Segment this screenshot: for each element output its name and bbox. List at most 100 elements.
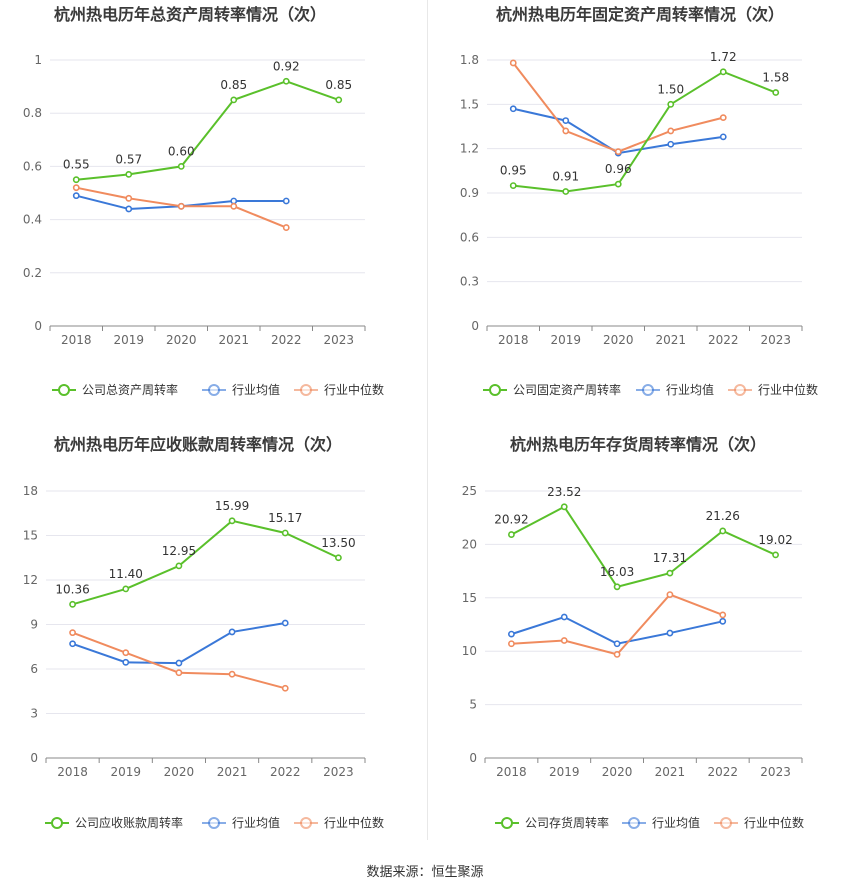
legend-marker bbox=[734, 384, 746, 396]
data-point bbox=[228, 517, 236, 525]
data-label: 0.85 bbox=[325, 78, 352, 92]
legend-item: 行业中位数 bbox=[294, 815, 384, 830]
data-label: 0.96 bbox=[605, 162, 632, 176]
data-point bbox=[667, 100, 675, 108]
data-point bbox=[719, 133, 727, 141]
legend-item: 行业均值 bbox=[202, 382, 280, 397]
legend-marker bbox=[720, 817, 732, 829]
y-tick-label: 12 bbox=[23, 573, 38, 587]
data-point bbox=[667, 140, 675, 148]
y-tick-label: 0 bbox=[469, 751, 477, 765]
legend-label: 行业中位数 bbox=[758, 382, 818, 397]
legend-label: 公司存货周转率 bbox=[525, 815, 609, 830]
y-tick-label: 18 bbox=[23, 484, 38, 498]
data-point bbox=[719, 527, 727, 535]
data-point bbox=[281, 619, 289, 627]
data-label: 11.40 bbox=[109, 567, 143, 581]
chart-receivables-turnover: 杭州热电历年应收账款周转率情况（次） 0 3 6 9 12 15 18 2018 2019 2020… bbox=[0, 430, 425, 860]
data-point bbox=[335, 554, 342, 562]
legend-label: 行业均值 bbox=[232, 815, 280, 830]
legend-marker bbox=[628, 817, 640, 829]
data-point bbox=[177, 162, 185, 170]
data-label: 21.26 bbox=[706, 509, 740, 523]
data-point bbox=[509, 182, 517, 190]
chart-svg: 杭州热电历年应收账款周转率情况（次） 0 3 6 9 12 15 18 2018 2019 2020… bbox=[23, 435, 384, 830]
legend-item: 行业均值 bbox=[622, 815, 700, 830]
data-point bbox=[719, 68, 727, 76]
data-point bbox=[125, 205, 133, 213]
data-point bbox=[125, 194, 133, 202]
source-label: 数据来源： bbox=[366, 865, 432, 880]
y-tick-label: 25 bbox=[462, 484, 477, 498]
panel-divider bbox=[427, 0, 428, 840]
series-line bbox=[510, 505, 776, 588]
data-point bbox=[282, 197, 290, 205]
y-tick-label: 1.8 bbox=[460, 53, 479, 67]
data-label: 1.58 bbox=[762, 71, 789, 85]
legend-item: 公司应收账款周转率 bbox=[45, 815, 183, 830]
x-tick-label: 2018 bbox=[498, 333, 529, 347]
legend-marker bbox=[300, 384, 312, 396]
legend-marker bbox=[300, 817, 312, 829]
data-point bbox=[122, 585, 130, 593]
y-tick-label: 0.9 bbox=[460, 186, 479, 200]
chart-title: 杭州热电历年总资产周转率情况（次） bbox=[54, 5, 326, 24]
y-tick-label: 1.2 bbox=[460, 142, 479, 156]
data-point bbox=[666, 591, 674, 598]
data-label: 0.57 bbox=[115, 152, 142, 166]
x-tick-label: 2022 bbox=[708, 333, 739, 347]
series-line bbox=[72, 622, 286, 665]
data-point bbox=[230, 202, 238, 210]
y-tick-label: 0.6 bbox=[460, 230, 479, 244]
data-point bbox=[230, 96, 238, 104]
data-point bbox=[614, 148, 622, 156]
data-point bbox=[69, 629, 76, 637]
legend-label: 公司应收账款周转率 bbox=[75, 815, 183, 830]
y-tick-label: 0.6 bbox=[23, 159, 42, 173]
legend-label: 行业均值 bbox=[666, 382, 714, 397]
data-point bbox=[175, 562, 183, 570]
data-point bbox=[613, 583, 621, 591]
data-point bbox=[335, 96, 343, 104]
data-point bbox=[772, 551, 779, 559]
x-tick-label: 2020 bbox=[602, 765, 633, 779]
data-point bbox=[72, 176, 80, 184]
data-point bbox=[613, 640, 621, 648]
legend-marker bbox=[58, 384, 70, 396]
data-point bbox=[228, 670, 236, 678]
data-point bbox=[72, 184, 80, 192]
data-point bbox=[177, 202, 185, 210]
series-line bbox=[512, 62, 724, 153]
data-label: 0.95 bbox=[500, 164, 527, 178]
chart-title: 杭州热电历年存货周转率情况（次） bbox=[510, 435, 766, 454]
legend-label: 行业中位数 bbox=[324, 815, 384, 830]
series-line bbox=[76, 80, 340, 181]
data-point bbox=[667, 127, 675, 135]
data-label: 1.72 bbox=[710, 50, 737, 64]
data-point bbox=[228, 628, 236, 636]
legend-label: 公司固定资产周转率 bbox=[513, 382, 621, 397]
data-point bbox=[508, 640, 515, 648]
legend-item: 公司固定资产周转率 bbox=[483, 382, 621, 397]
data-point bbox=[281, 684, 289, 692]
x-tick-label: 2023 bbox=[760, 333, 791, 347]
data-point bbox=[562, 127, 570, 135]
data-point bbox=[509, 59, 517, 67]
chart-svg: 杭州热电历年总资产周转率情况（次） 0 0.2 0.4 0.6 0.8 1 2018 2019 2… bbox=[23, 5, 384, 397]
data-label: 23.52 bbox=[547, 485, 581, 499]
y-tick-label: 0 bbox=[30, 751, 38, 765]
data-label: 10.36 bbox=[55, 582, 89, 596]
y-tick-label: 3 bbox=[30, 707, 38, 721]
chart-title: 杭州热电历年固定资产周转率情况（次） bbox=[496, 5, 784, 24]
x-tick-label: 2023 bbox=[323, 333, 354, 347]
data-point bbox=[509, 105, 517, 113]
data-point bbox=[560, 613, 568, 621]
data-point bbox=[282, 224, 290, 231]
legend-item: 公司存货周转率 bbox=[495, 815, 609, 830]
x-tick-label: 2019 bbox=[113, 333, 144, 347]
data-label: 1.50 bbox=[657, 82, 684, 96]
data-label: 0.60 bbox=[168, 144, 195, 158]
legend-label: 公司总资产周转率 bbox=[82, 382, 178, 397]
data-point bbox=[281, 529, 289, 537]
series-line bbox=[511, 615, 723, 645]
